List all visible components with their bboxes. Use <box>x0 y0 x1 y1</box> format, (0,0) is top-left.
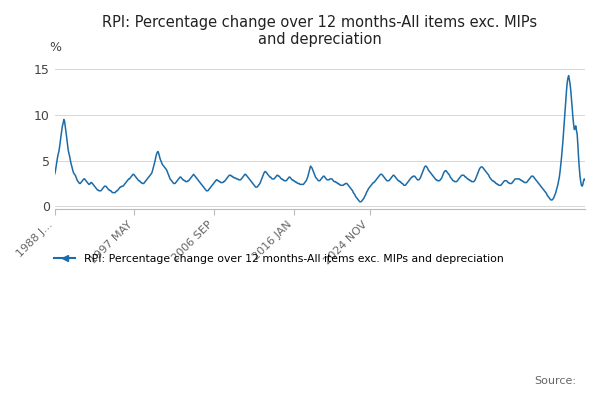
Legend: RPI: Percentage change over 12 months-All items exc. MIPs and depreciation: RPI: Percentage change over 12 months-Al… <box>49 250 508 268</box>
Title: RPI: Percentage change over 12 months-All items exc. MIPs
and depreciation: RPI: Percentage change over 12 months-Al… <box>102 15 538 47</box>
Text: Source:: Source: <box>534 376 576 386</box>
Text: %: % <box>49 41 61 54</box>
